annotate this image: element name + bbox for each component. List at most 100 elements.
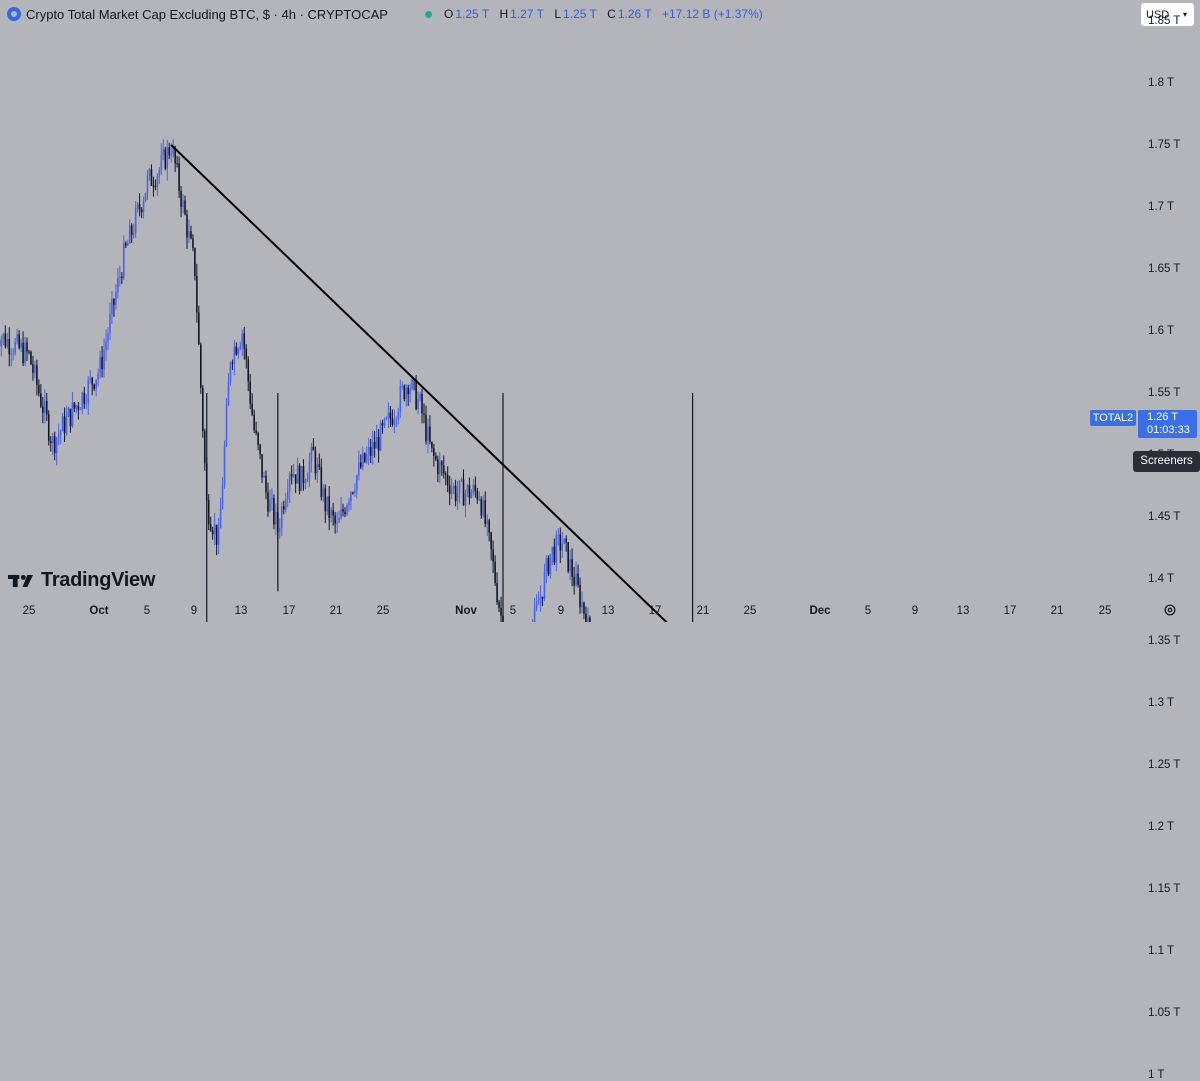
candle-body (575, 574, 577, 586)
candle-body (208, 500, 210, 524)
candle-body (200, 344, 202, 387)
candle-body (186, 214, 188, 237)
candle-body (281, 506, 283, 528)
candle-body (259, 445, 261, 455)
candle-body (168, 147, 170, 155)
tradingview-logo[interactable]: TradingView (8, 569, 155, 592)
symbol-price-label: TOTAL2 (1090, 410, 1136, 426)
candle-body (228, 382, 230, 406)
candle-body (232, 363, 234, 364)
candle-body (249, 382, 251, 404)
candle-body (184, 200, 186, 214)
candle-body (212, 531, 214, 535)
candle-body (364, 453, 366, 462)
bar-countdown: 01:03:33 (1147, 424, 1197, 437)
candle-body (66, 417, 68, 434)
candle-body (421, 394, 423, 413)
price-axis-tick: 1.45 T (1148, 511, 1180, 523)
candle-body (311, 447, 313, 462)
candle-body (50, 441, 52, 443)
candle-body (12, 353, 14, 354)
candle-body (443, 465, 445, 473)
candle-body (567, 542, 569, 571)
candle-body (68, 409, 70, 417)
candle-body (141, 209, 143, 212)
time-axis-tick: Nov (455, 605, 477, 617)
screeners-button[interactable]: Screeners (1133, 451, 1200, 472)
candle-body (155, 186, 157, 187)
candle-body (362, 453, 364, 467)
candle-body (119, 277, 121, 278)
candle-body (459, 480, 461, 493)
price-chart[interactable] (0, 0, 1200, 622)
candle-body (435, 456, 437, 459)
candle-body (419, 394, 421, 399)
candle-body (301, 466, 303, 491)
candle-body (463, 479, 465, 505)
trendline[interactable] (171, 145, 918, 622)
candle-body (224, 445, 226, 485)
time-axis-tick: 17 (649, 605, 662, 617)
candle-body (5, 334, 7, 347)
price-axis-tick: 1.1 T (1148, 945, 1174, 957)
candle-body (210, 524, 212, 530)
candle-body (222, 485, 224, 509)
price-axis-tick: 1.15 T (1148, 883, 1180, 895)
settings-gear-icon[interactable] (1163, 603, 1177, 617)
candle-body (54, 436, 56, 453)
candle-body (105, 341, 107, 349)
candle-body (125, 243, 127, 245)
candle-body (214, 525, 216, 535)
candle-body (8, 339, 10, 354)
candle-body (253, 415, 255, 431)
candle-body (273, 498, 275, 524)
candle-body (137, 204, 139, 208)
candle-body (74, 403, 76, 409)
candle-body (48, 414, 50, 441)
candle-body (480, 499, 482, 516)
candle-body (579, 585, 581, 607)
candle-body (131, 225, 133, 234)
candle-body (326, 496, 328, 511)
candle-body (569, 559, 571, 571)
time-axis-tick: 9 (558, 605, 564, 617)
candle-body (255, 430, 257, 433)
candle-body (170, 154, 172, 155)
candle-body (14, 341, 16, 353)
candle-body (488, 520, 490, 532)
candle-body (554, 547, 556, 563)
candle-body (163, 149, 165, 155)
candle-body (471, 493, 473, 498)
time-axis-tick: 21 (697, 605, 710, 617)
candle-body (447, 475, 449, 486)
candle-body (322, 488, 324, 497)
candle-body (328, 496, 330, 517)
candle-body (561, 544, 563, 551)
price-axis-tick: 1.85 T (1148, 15, 1180, 27)
candle-body (542, 597, 544, 599)
candle-body (538, 604, 540, 605)
candle-body (431, 442, 433, 448)
price-axis-tick: 1.2 T (1148, 821, 1174, 833)
price-axis-tick: 1.4 T (1148, 573, 1174, 585)
candle-body (536, 604, 538, 609)
candle-body (307, 479, 309, 482)
candle-body (287, 491, 289, 499)
candle-body (479, 499, 481, 500)
last-price-value: 1.26 T (1147, 411, 1197, 424)
time-axis-tick: 25 (744, 605, 757, 617)
candle-body (315, 450, 317, 473)
candle-body (283, 506, 285, 509)
time-axis-tick: 9 (191, 605, 197, 617)
candle-body (429, 427, 431, 442)
candle-body (457, 493, 459, 501)
candle-body (559, 535, 561, 551)
candle-body (1, 339, 3, 347)
candle-body (317, 464, 319, 473)
time-axis-tick: 9 (912, 605, 918, 617)
candle-body (240, 346, 242, 349)
candle-body (358, 462, 360, 475)
candle-body (449, 485, 451, 493)
candle-body (299, 466, 301, 491)
